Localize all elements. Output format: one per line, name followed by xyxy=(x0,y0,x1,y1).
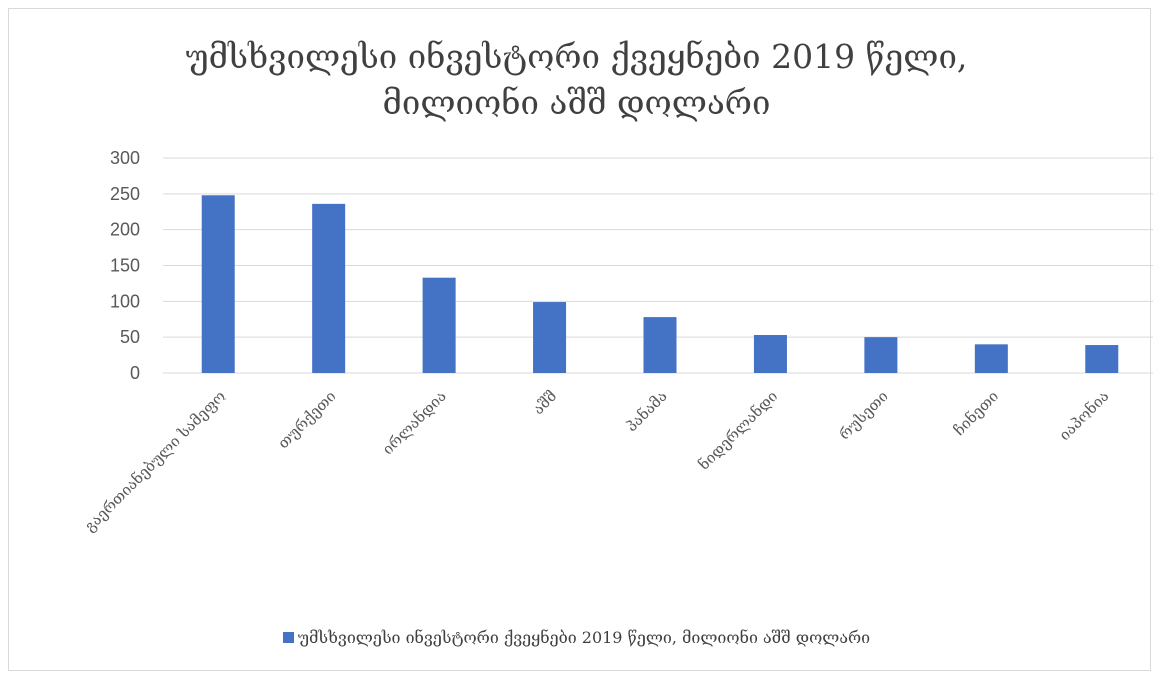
bar xyxy=(201,195,235,373)
y-tick-label: 100 xyxy=(110,291,140,311)
legend-swatch xyxy=(282,632,294,643)
x-tick-label: ირლანდია xyxy=(379,387,450,458)
bar xyxy=(864,337,898,373)
bar xyxy=(312,203,346,373)
bar xyxy=(533,302,567,373)
y-tick-label: 0 xyxy=(130,363,140,383)
chart-title-line-2: მილიონი აშშ დოლარი xyxy=(382,83,771,122)
x-tick-label: გაერთიანებული სამეფო xyxy=(81,387,229,535)
chart-title: უმსხვილესი ინვესტორი ქვეყნები 2019 წელი,… xyxy=(0,34,1153,126)
x-tick-label: ნიდერლანდი xyxy=(695,387,781,473)
bar xyxy=(1085,345,1119,373)
bar xyxy=(753,335,787,373)
chart-title-line-1: უმსხვილესი ინვესტორი ქვეყნები 2019 წელი, xyxy=(185,37,968,76)
chart-frame xyxy=(8,8,1151,671)
x-tick-label: აშშ xyxy=(529,387,560,418)
x-tick-label: თურქეთი xyxy=(274,387,339,452)
x-tick-label: ჩინეთი xyxy=(950,387,1002,439)
y-tick-label: 50 xyxy=(120,327,140,347)
legend: უმსხვილესი ინვესტორი ქვეყნები 2019 წელი,… xyxy=(0,628,1153,647)
bar xyxy=(643,317,677,373)
legend-label: უმსხვილესი ინვესტორი ქვეყნები 2019 წელი,… xyxy=(297,628,871,647)
bar xyxy=(422,277,456,373)
x-tick-label: იაპონია xyxy=(1056,387,1113,444)
y-tick-label: 300 xyxy=(110,148,140,168)
y-tick-label: 250 xyxy=(110,184,140,204)
x-tick-label: რუსეთი xyxy=(835,387,891,443)
bar xyxy=(974,344,1008,373)
y-tick-label: 150 xyxy=(110,256,140,276)
x-tick-label: პანამა xyxy=(622,387,670,435)
y-tick-label: 200 xyxy=(110,220,140,240)
